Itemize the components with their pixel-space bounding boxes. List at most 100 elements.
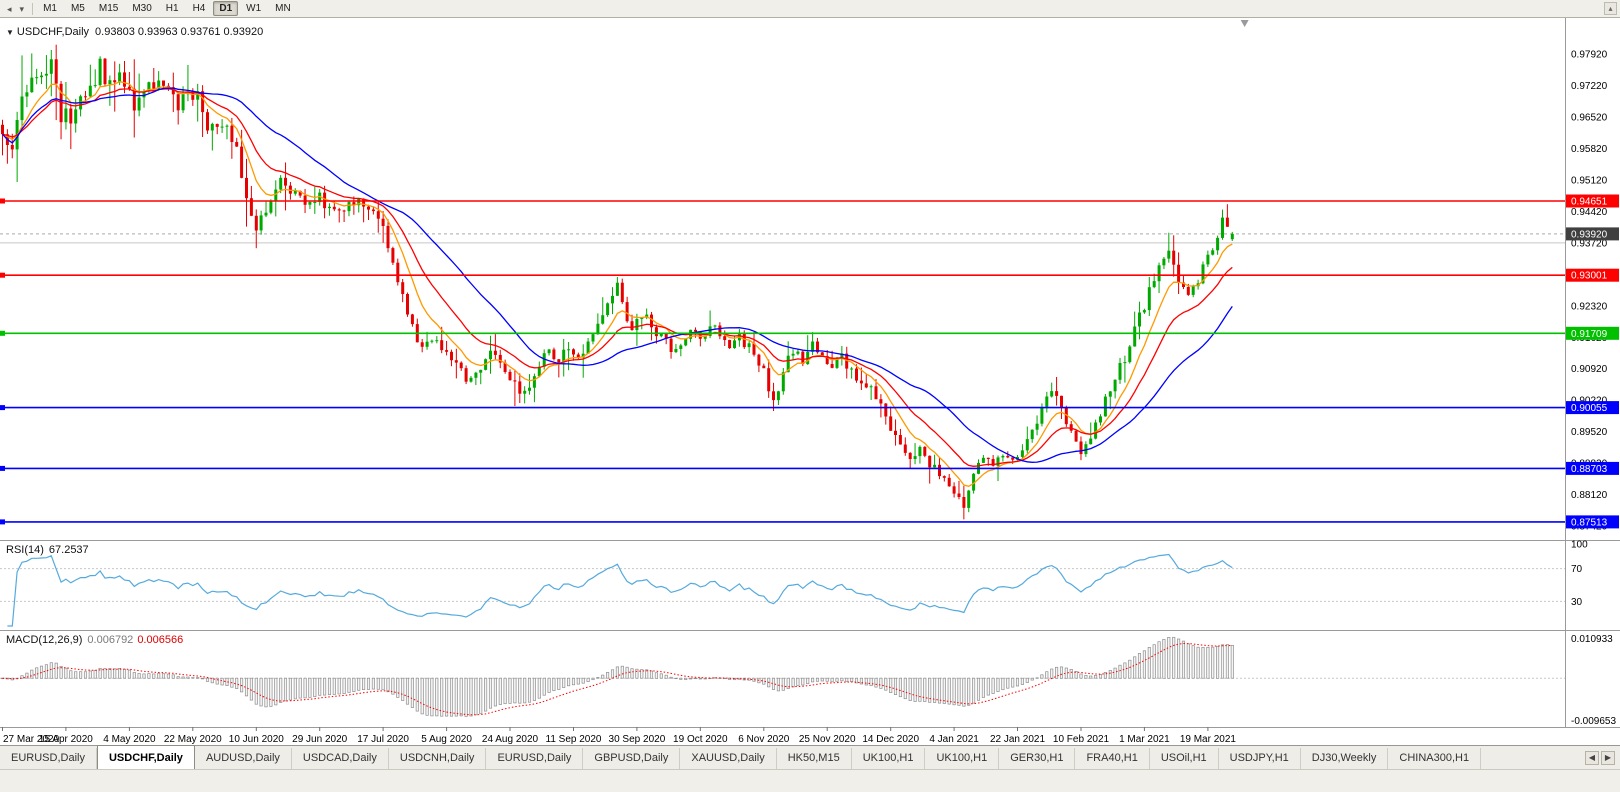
candle-body xyxy=(562,349,566,363)
macd-bar xyxy=(381,677,385,691)
macd-bar xyxy=(488,677,493,709)
candle-body xyxy=(10,145,14,150)
timeframe-button-m30[interactable]: M30 xyxy=(132,3,152,14)
toolbar-corner-icon[interactable]: ▴ xyxy=(1604,2,1617,15)
candle-body xyxy=(923,446,927,456)
timeframe-button-m1[interactable]: M1 xyxy=(43,3,57,14)
candle-body xyxy=(293,190,297,194)
macd-bar xyxy=(166,673,170,679)
tab-fra40-h1[interactable]: FRA40,H1 xyxy=(1075,748,1150,769)
toolbar-dropdown-icon[interactable]: ▾ xyxy=(19,3,25,14)
tab-xauusd-daily[interactable]: XAUUSD,Daily xyxy=(680,748,777,769)
toolbar-arrow-icon[interactable]: ◂ xyxy=(7,3,12,14)
macd-bar xyxy=(508,677,512,704)
tab-usoil-h1[interactable]: USOil,H1 xyxy=(1150,748,1219,769)
macd-bar xyxy=(347,677,351,693)
line-handle[interactable] xyxy=(0,405,5,411)
macd-bar xyxy=(254,677,258,705)
line-handle[interactable] xyxy=(0,198,5,204)
candle-body xyxy=(493,350,497,355)
macd-bar xyxy=(357,677,361,691)
candle-body xyxy=(630,321,634,330)
macd-bar xyxy=(1152,644,1156,679)
price-axis-background[interactable] xyxy=(1565,18,1620,745)
macd-bar xyxy=(20,675,24,679)
macd-bar xyxy=(1206,646,1210,679)
candle-body xyxy=(1142,310,1146,313)
timeframe-button-mn[interactable]: MN xyxy=(275,3,291,14)
macd-bar xyxy=(1035,677,1039,679)
line-price-label-box xyxy=(1566,515,1619,529)
tab-gbpusd-daily[interactable]: GBPUSD,Daily xyxy=(583,748,681,769)
candle-body xyxy=(1035,423,1039,430)
line-handle[interactable] xyxy=(0,272,5,278)
candle-body xyxy=(264,212,268,216)
line-price-label-box xyxy=(1566,194,1619,208)
macd-bar xyxy=(171,674,175,679)
macd-bar xyxy=(1089,675,1093,679)
date-axis-label: 5 Aug 2020 xyxy=(421,734,472,745)
candle-body xyxy=(747,343,751,348)
timeframe-button-h4[interactable]: H4 xyxy=(192,3,206,14)
candle-body xyxy=(698,331,702,339)
tab-usdcnh-daily[interactable]: USDCNH,Daily xyxy=(389,748,487,769)
macd-bar xyxy=(928,677,932,703)
macd-bar xyxy=(537,677,541,699)
tab-dj30-weekly[interactable]: DJ30,Weekly xyxy=(1301,748,1389,769)
timeframe-button-d1[interactable]: D1 xyxy=(213,1,239,16)
chart-area: 0.97920 0.97220 0.96520 0.95820 0.95120 0.944… xyxy=(0,18,1620,745)
macd-bar xyxy=(371,677,375,690)
candle-body xyxy=(542,353,546,367)
timeframe-button-group: M1 M5 M15 M30 H1 H4 D1 W1 MN xyxy=(37,1,297,16)
candle-body xyxy=(1147,287,1151,311)
candle-body xyxy=(64,108,68,123)
tab-eurusd-daily[interactable]: EURUSD,Daily xyxy=(486,748,584,769)
macd-bar xyxy=(1211,646,1215,679)
candle-body xyxy=(679,345,683,349)
macd-bar xyxy=(830,677,834,683)
tab-usdjpy-h1[interactable]: USDJPY,H1 xyxy=(1219,748,1301,769)
chart-shift-marker[interactable] xyxy=(1240,20,1249,27)
macd-bar xyxy=(196,677,200,679)
timeframe-button-h1[interactable]: H1 xyxy=(165,3,179,14)
price-axis-label: 0.90920 xyxy=(1571,364,1608,375)
macd-bar xyxy=(235,677,239,689)
tab-hk50-m15[interactable]: HK50,M15 xyxy=(777,748,852,769)
macd-bar xyxy=(1025,677,1029,683)
line-price-label-text: 0.90055 xyxy=(1571,403,1608,414)
tab-usdcad-daily[interactable]: USDCAD,Daily xyxy=(292,748,389,769)
macd-bar xyxy=(811,677,815,683)
tab-usdchf-daily[interactable]: USDCHF,Daily xyxy=(96,745,195,769)
timeframe-button-w1[interactable]: W1 xyxy=(246,3,262,14)
macd-bar xyxy=(567,677,571,687)
timeframe-button-m5[interactable]: M5 xyxy=(70,3,85,14)
current-price-label-text: 0.93920 xyxy=(1571,229,1608,240)
tab-ger30-h1[interactable]: GER30,H1 xyxy=(999,748,1076,769)
candle-body xyxy=(157,80,161,89)
tab-eurusd-daily[interactable]: EURUSD,Daily xyxy=(0,748,97,769)
tab-scroll-left-button[interactable]: ◀ xyxy=(1585,751,1599,765)
macd-bar xyxy=(54,662,58,679)
candle-body xyxy=(962,497,966,508)
candle-body xyxy=(254,215,258,231)
candle-body xyxy=(845,353,849,369)
chart-collapse-icon[interactable]: ▼ xyxy=(6,28,14,37)
tab-uk100-h1[interactable]: UK100,H1 xyxy=(852,748,926,769)
macd-bar xyxy=(69,670,73,679)
tab-audusd-daily[interactable]: AUDUSD,Daily xyxy=(195,748,292,769)
timeframe-button-m15[interactable]: M15 xyxy=(98,3,119,14)
date-axis-label: 14 Dec 2020 xyxy=(862,734,919,745)
tab-scroll-right-button[interactable]: ▶ xyxy=(1601,751,1615,765)
tab-china300-h1[interactable]: CHINA300,H1 xyxy=(1388,748,1482,769)
tab-uk100-h1[interactable]: UK100,H1 xyxy=(925,748,1000,769)
macd-bar xyxy=(1064,667,1068,679)
date-axis-label: 19 Mar 2021 xyxy=(1180,734,1237,745)
candle-body xyxy=(772,391,775,401)
macd-bar xyxy=(1074,671,1078,679)
line-handle[interactable] xyxy=(0,330,5,336)
line-handle[interactable] xyxy=(0,519,5,525)
line-handle[interactable] xyxy=(0,465,5,471)
candle-body xyxy=(835,357,839,368)
price-chart[interactable]: 0.97920 0.97220 0.96520 0.95820 0.95120 0.944… xyxy=(0,18,1620,745)
macd-bar xyxy=(1108,670,1112,679)
